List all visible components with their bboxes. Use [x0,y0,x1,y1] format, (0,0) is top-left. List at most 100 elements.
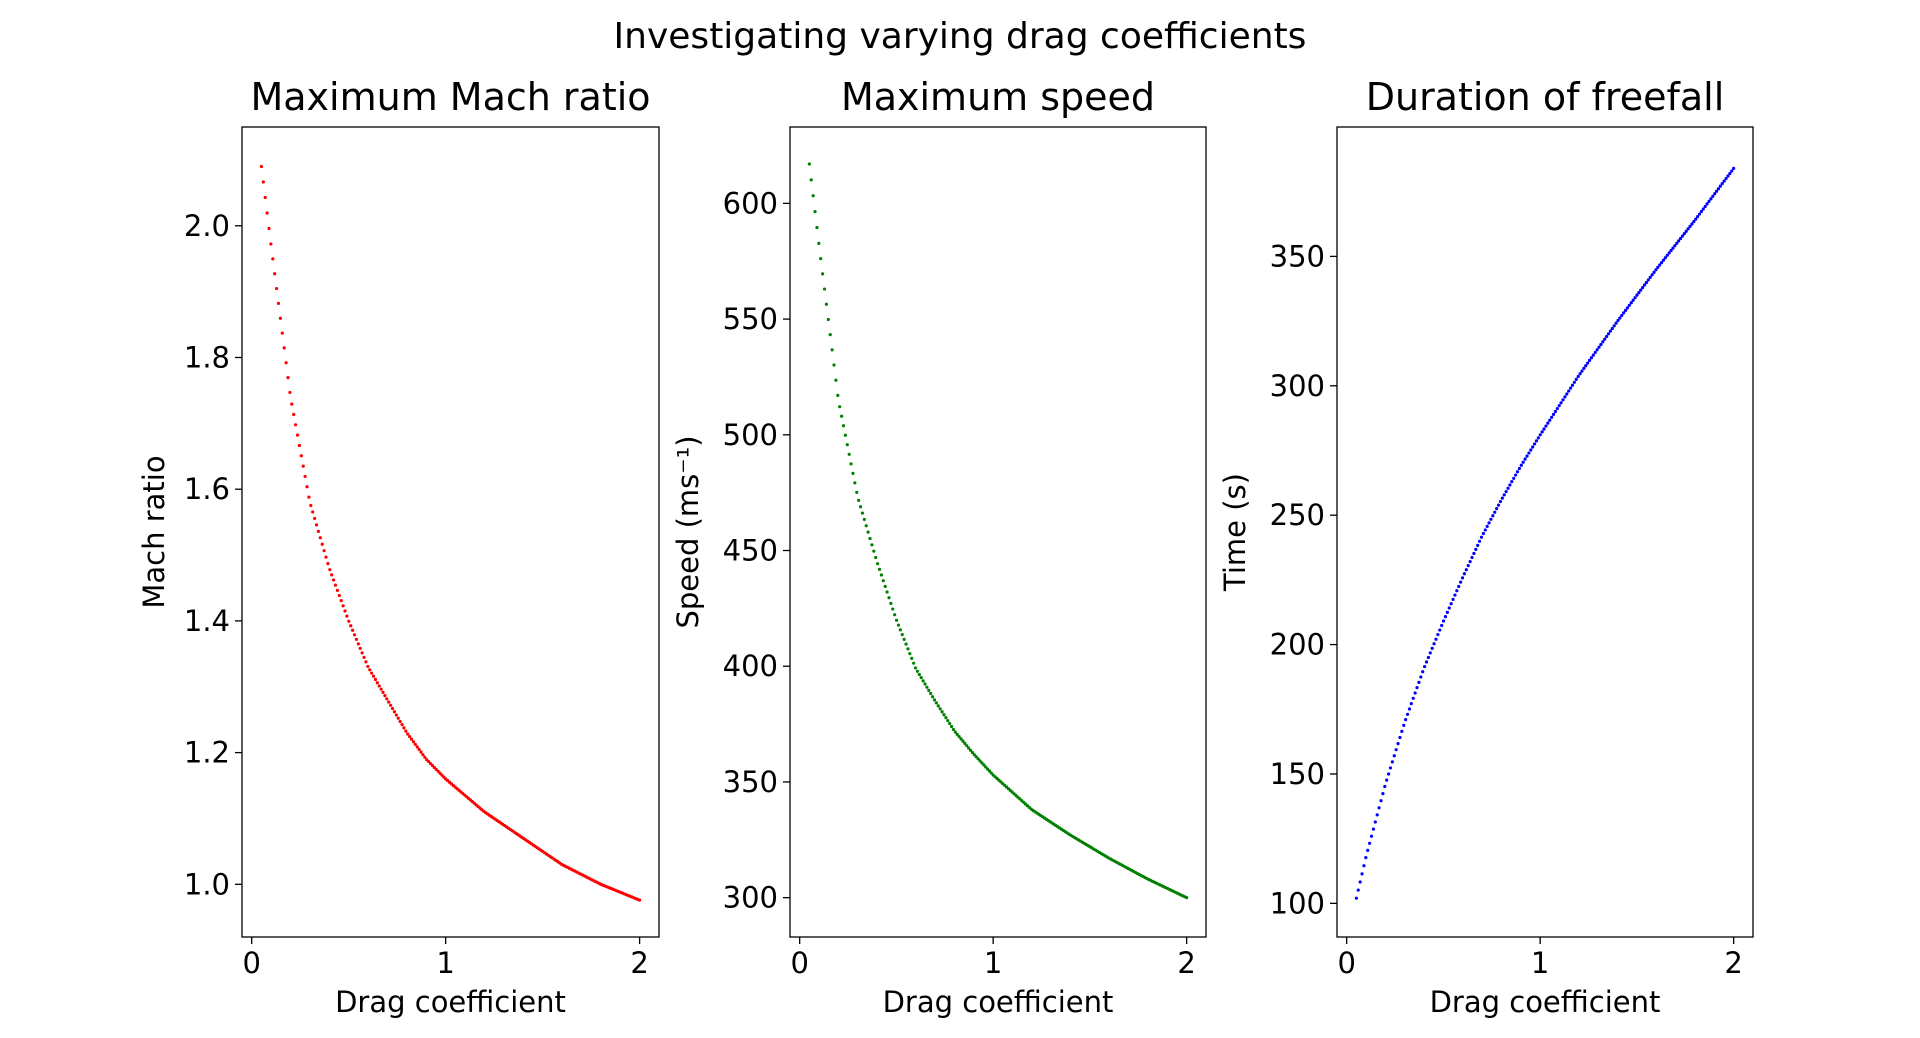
data-point [1474,547,1478,552]
y-tick-label: 450 [723,534,778,568]
data-point [1561,398,1565,402]
data-point [392,710,397,714]
data-point [944,716,948,720]
y-tick-label: 300 [723,881,778,915]
data-point [406,732,410,736]
data-point [1576,374,1580,379]
data-point [1362,864,1366,868]
x-tick-label: 1 [984,946,1002,980]
data-point [1663,256,1667,260]
data-point [1701,207,1705,211]
data-point [1589,356,1594,360]
data-point [1398,735,1402,740]
data-point [919,676,923,680]
data-point [1555,406,1559,411]
data-point [1532,442,1537,446]
data-point [843,433,847,437]
data-point [330,573,334,577]
x-tick-label: 2 [1724,946,1742,980]
data-point [1713,192,1717,196]
data-point [976,757,980,761]
data-point [904,642,908,646]
data-point [828,333,832,337]
data-point [853,481,857,485]
data-point [290,402,294,406]
data-point [1650,273,1654,277]
data-point [1466,564,1470,568]
data-point [333,583,338,587]
data-point [891,607,895,611]
data-point [1608,329,1613,333]
data-point [1660,260,1664,265]
data-point [398,719,402,724]
data-point [885,590,889,594]
data-point [326,561,330,566]
data-point [955,732,959,736]
data-point [377,684,381,688]
data-point [371,674,376,678]
data-point [295,433,300,437]
data-point [1642,283,1647,287]
data-point [1415,686,1419,690]
data-point [866,530,870,534]
data-point [821,272,825,276]
data-point [1578,372,1582,376]
data-point [910,656,914,661]
data-point [1455,589,1459,593]
data-point [314,523,319,527]
data-point [894,618,899,622]
data-point [868,536,872,541]
data-point [1673,244,1677,248]
data-point [1496,503,1501,507]
data-point [1430,646,1434,650]
data-point [1730,169,1734,173]
data-point [857,498,861,502]
data-point [851,471,855,475]
data-point [1517,466,1521,471]
data-point [913,666,918,670]
data-point [297,443,302,448]
data-point [341,604,345,608]
data-point [389,703,393,707]
data-point [1438,628,1442,632]
data-point [965,744,969,748]
data-point [858,505,863,509]
data-point [1394,748,1398,752]
data-point [1612,324,1616,328]
data-point [1470,555,1474,560]
data-point [364,660,368,664]
data-point [320,542,324,546]
data-point [286,375,290,380]
data-point [356,642,360,646]
data-point [1366,848,1370,853]
data-point [1623,308,1628,312]
data-point [1544,424,1548,428]
data-point [261,180,265,184]
data-point [1728,171,1732,176]
data-point [1622,311,1626,315]
data-point [408,735,412,739]
y-tick-label: 1.8 [184,340,230,374]
data-point [948,721,952,726]
data-point [893,613,897,617]
y-tick-label: 150 [1270,757,1325,791]
data-point [923,682,927,686]
y-tick-label: 200 [1270,628,1325,662]
data-point [934,701,938,705]
data-point [989,771,993,775]
data-point [1396,741,1400,746]
data-point [1627,303,1631,307]
data-point [929,691,933,696]
data-point [1441,619,1446,623]
data-point [1354,896,1358,900]
data-point [1644,280,1649,285]
data-point [1618,316,1622,320]
data-point [822,287,827,291]
data-point [826,317,830,322]
data-point [1732,166,1736,171]
data-point [1392,754,1396,758]
data-point [273,272,277,276]
data-point [1400,729,1404,734]
y-tick-label: 1.6 [184,472,230,506]
data-point [912,661,916,665]
